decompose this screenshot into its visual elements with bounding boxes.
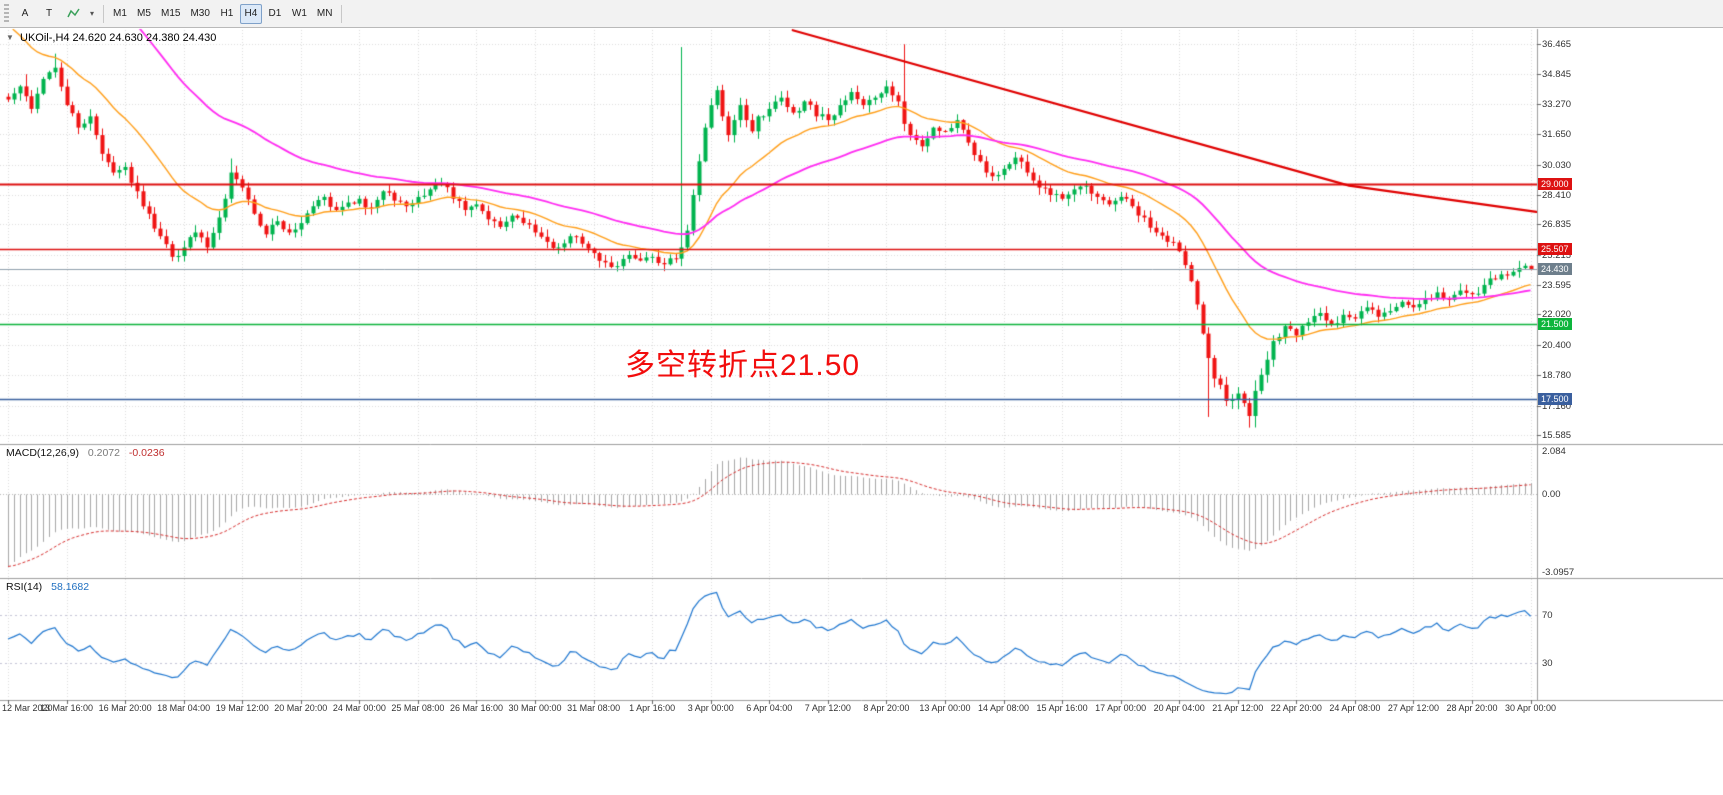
timeframe-button-m5[interactable]: M5: [133, 4, 155, 24]
timeframe-group: M1 M5 M15 M30 H1 H4 D1 W1 MN: [108, 3, 337, 24]
price-axis[interactable]: [1537, 29, 1601, 700]
timeframe-button-d1[interactable]: D1: [264, 4, 286, 24]
toolbar: A T ▾ M1 M5 M15 M30 H1 H4 D1 W1 MN: [0, 0, 1723, 28]
timeframe-button-m15[interactable]: M15: [157, 4, 184, 24]
timeframe-button-h4[interactable]: H4: [239, 3, 262, 24]
toolbar-grip-icon[interactable]: [4, 3, 9, 24]
one-click-collapse-icon[interactable]: ▼: [6, 33, 14, 42]
font-tool-button[interactable]: A: [14, 4, 36, 24]
toolbar-separator-2: [341, 4, 343, 23]
timeframe-button-w1[interactable]: W1: [288, 4, 311, 24]
polyline-icon: [66, 8, 80, 18]
time-axis[interactable]: [0, 700, 1537, 714]
timeframe-button-mn[interactable]: MN: [313, 4, 337, 24]
polyline-tool-button[interactable]: [62, 4, 84, 24]
timeframe-button-h1[interactable]: H1: [216, 4, 238, 24]
timeframe-button-m30[interactable]: M30: [186, 4, 213, 24]
text-tool-button[interactable]: T: [38, 4, 60, 24]
toolbar-separator: [103, 4, 104, 23]
timeframe-button-m1[interactable]: M1: [109, 4, 131, 24]
tool-dropdown-button[interactable]: ▾: [86, 4, 98, 24]
